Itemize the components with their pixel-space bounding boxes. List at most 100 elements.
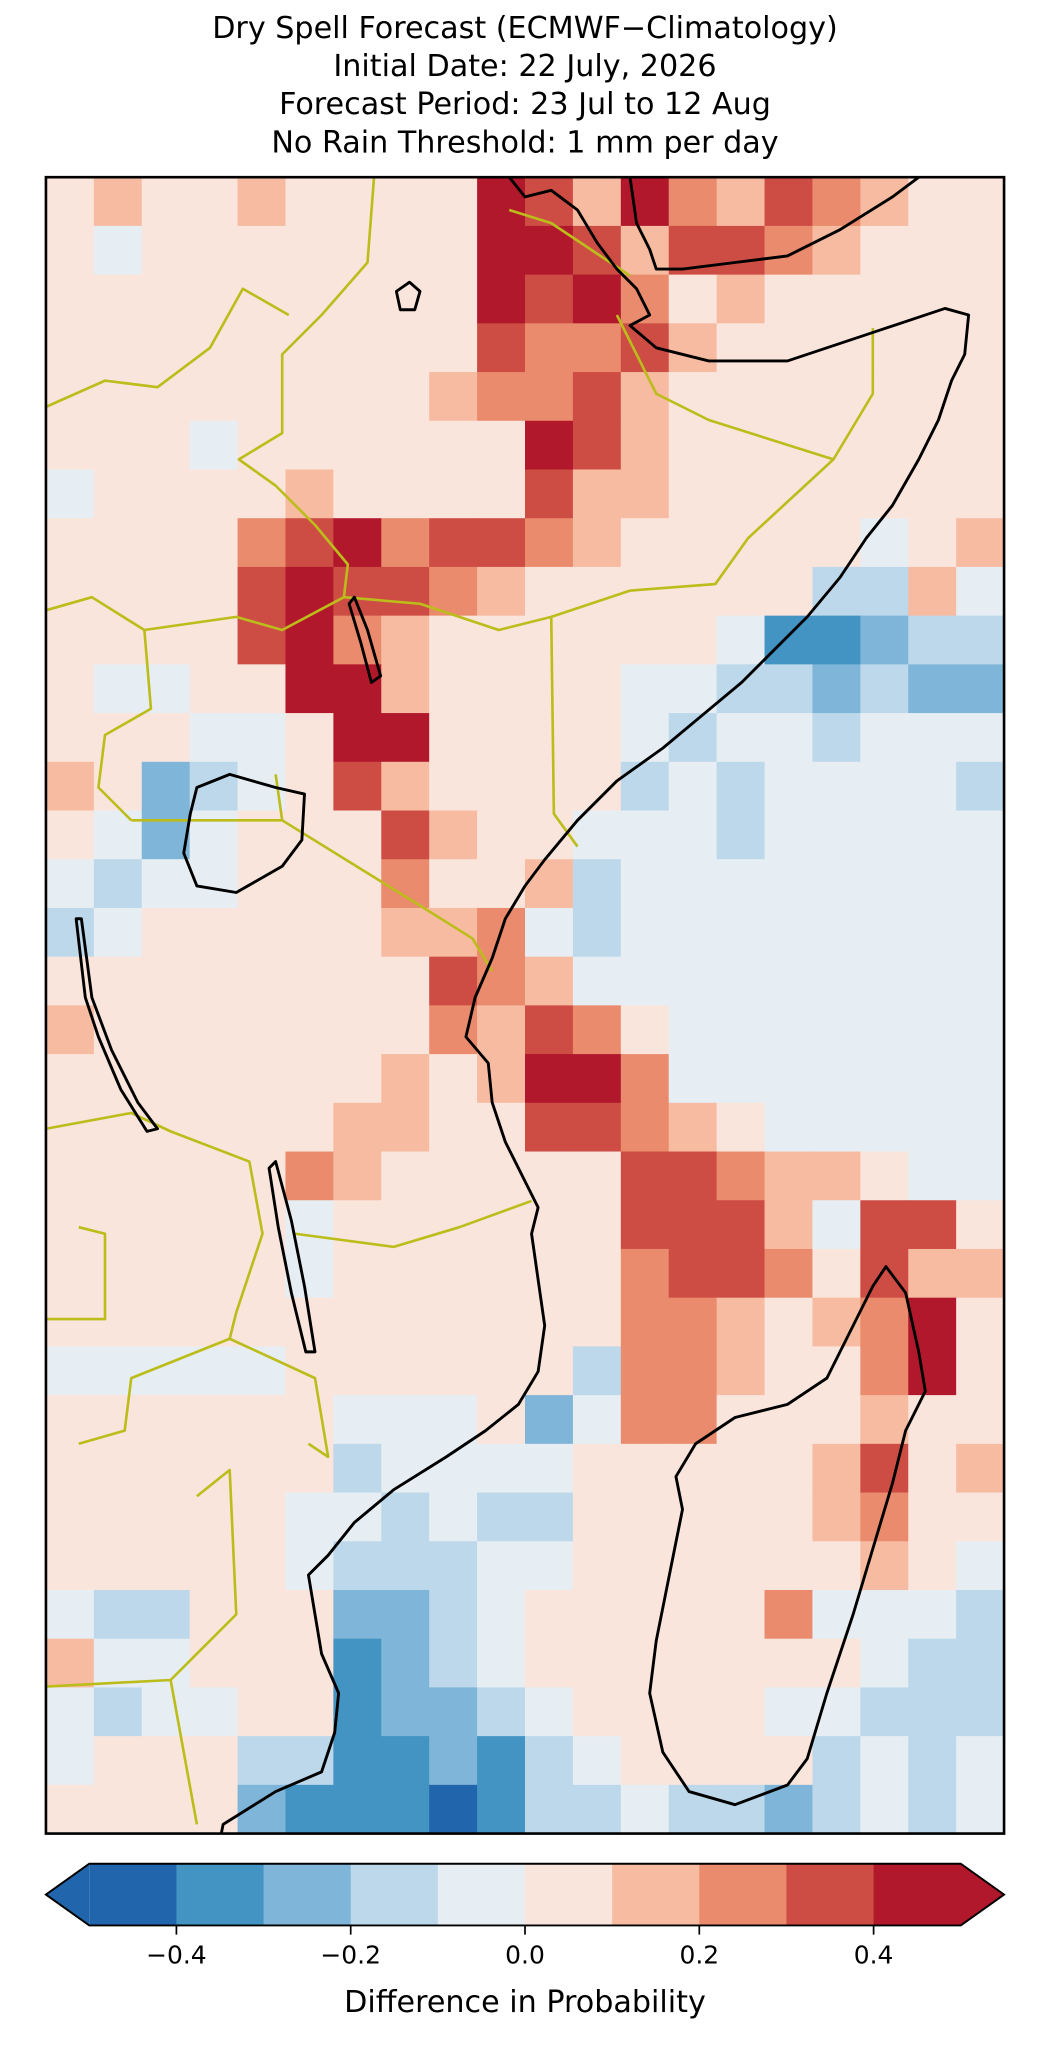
lake-malawi (267, 1160, 317, 1354)
colorbar-extend (45, 1863, 90, 1926)
grid-cell (525, 1248, 574, 1299)
grid-cell (812, 1736, 861, 1786)
grid-cell (189, 1151, 239, 1201)
grid-cell (668, 177, 718, 227)
grid-cell (668, 1492, 718, 1542)
grid-cell (620, 1395, 670, 1445)
grid-cell (333, 1541, 382, 1591)
grid-cell (189, 1736, 239, 1786)
grid-cell (237, 225, 286, 276)
grid-cell (860, 1005, 909, 1055)
grid-cell (812, 1005, 861, 1055)
grid-cell (381, 225, 430, 276)
grid-cell (572, 1054, 622, 1104)
grid-cell (860, 615, 909, 665)
grid-cell (285, 761, 334, 812)
grid-cell (285, 713, 334, 763)
grid-cell (860, 1395, 909, 1445)
grid-cell (429, 1005, 478, 1055)
grid-cell (525, 518, 574, 568)
grid-cell (429, 1297, 478, 1347)
grid-cell (572, 1248, 622, 1299)
grid-cell (572, 713, 622, 763)
grid-cell (525, 566, 574, 617)
grid-cell (333, 1102, 382, 1153)
grid-cell (285, 1492, 334, 1542)
grid-cell (477, 1638, 526, 1688)
grid-cell (45, 1443, 95, 1494)
grid-cell (429, 956, 478, 1006)
grid-cell (764, 810, 813, 860)
grid-cell (860, 1151, 909, 1201)
grid-cell (525, 420, 574, 471)
grid-cell (908, 1054, 957, 1104)
grid-cell (429, 1736, 478, 1786)
grid-cell (93, 1541, 143, 1591)
grid-cell (429, 1784, 478, 1834)
grid-cell (956, 1784, 1005, 1834)
grid-cell (956, 1346, 1005, 1396)
grid-cell (285, 1395, 334, 1445)
grid-cell (764, 1589, 813, 1640)
grid-cell (45, 1492, 95, 1542)
grid-cell (620, 420, 670, 471)
grid-cell (572, 1589, 622, 1640)
grid-cell (429, 1151, 478, 1201)
grid-cell (572, 177, 622, 227)
grid-cell (525, 323, 574, 373)
grid-cell (333, 1638, 382, 1688)
grid-cell (45, 1151, 95, 1201)
grid-cell (285, 177, 334, 227)
grid-cell (237, 1248, 286, 1299)
grid-cell (668, 1687, 718, 1737)
grid-cell (477, 1005, 526, 1055)
grid-cell (477, 225, 526, 276)
grid-cell (908, 177, 957, 227)
grid-cell (525, 469, 574, 519)
grid-cell (93, 420, 143, 471)
grid-cell (620, 1638, 670, 1688)
grid-cell (764, 615, 813, 665)
grid-cell (141, 810, 191, 860)
grid-cell (525, 1784, 574, 1834)
grid-cell (333, 1443, 382, 1494)
grid-cell (189, 1395, 239, 1445)
grid-cell (525, 1346, 574, 1396)
grid-cell (333, 810, 382, 860)
grid-cell (620, 1784, 670, 1834)
grid-cell (141, 1589, 191, 1640)
grid-cell (572, 1346, 622, 1396)
grid-cell (141, 323, 191, 373)
grid-cell (812, 615, 861, 665)
grid-cell (812, 323, 861, 373)
grid-cell (429, 566, 478, 617)
grid-cell (620, 518, 670, 568)
grid-cell (812, 518, 861, 568)
grid-cell (620, 1443, 670, 1494)
grid-cell (764, 469, 813, 519)
grid-cell (237, 664, 286, 714)
grid-cell (477, 518, 526, 568)
grid-cell (716, 1736, 766, 1786)
grid-cell (189, 469, 239, 519)
border (237, 177, 376, 598)
grid-cell (572, 1492, 622, 1542)
grid-cell (956, 1054, 1005, 1104)
colorbar-tick-label: 0.0 (505, 1941, 545, 1970)
grid-cell (93, 323, 143, 373)
grid-cell (477, 274, 526, 324)
grid-cell (93, 1297, 143, 1347)
grid-cell (141, 1005, 191, 1055)
grid-cell (860, 1248, 909, 1299)
grid-cell (956, 1736, 1005, 1786)
grid-cell (620, 956, 670, 1006)
lake-tana (394, 280, 422, 312)
grid-cell (908, 469, 957, 519)
grid-cell (333, 1346, 382, 1396)
grid-cell (908, 1005, 957, 1055)
grid-cell (716, 1297, 766, 1347)
grid-cell (93, 1492, 143, 1542)
grid-cell (285, 518, 334, 568)
grid-cell (764, 1200, 813, 1250)
grid-cell (620, 1200, 670, 1250)
